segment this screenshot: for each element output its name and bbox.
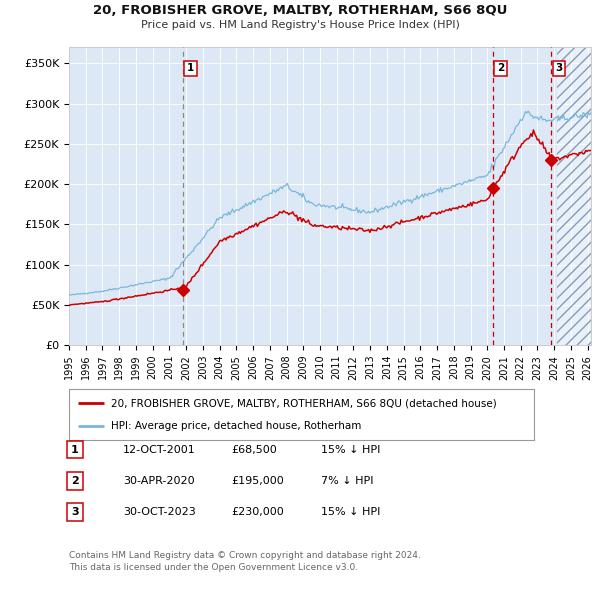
Text: 3: 3 (71, 507, 79, 517)
Text: 2: 2 (497, 63, 504, 73)
Text: Price paid vs. HM Land Registry's House Price Index (HPI): Price paid vs. HM Land Registry's House … (140, 20, 460, 30)
Text: This data is licensed under the Open Government Licence v3.0.: This data is licensed under the Open Gov… (69, 563, 358, 572)
Bar (557, 47, 591, 345)
Text: 20, FROBISHER GROVE, MALTBY, ROTHERHAM, S66 8QU (detached house): 20, FROBISHER GROVE, MALTBY, ROTHERHAM, … (111, 398, 497, 408)
Text: £230,000: £230,000 (231, 507, 284, 517)
Text: £195,000: £195,000 (231, 476, 284, 486)
Bar (557, 47, 591, 345)
Text: 30-OCT-2023: 30-OCT-2023 (123, 507, 196, 517)
Text: 3: 3 (556, 63, 563, 73)
Text: £68,500: £68,500 (231, 445, 277, 454)
Text: 20, FROBISHER GROVE, MALTBY, ROTHERHAM, S66 8QU: 20, FROBISHER GROVE, MALTBY, ROTHERHAM, … (93, 4, 507, 17)
Text: Contains HM Land Registry data © Crown copyright and database right 2024.: Contains HM Land Registry data © Crown c… (69, 552, 421, 560)
Text: 15% ↓ HPI: 15% ↓ HPI (321, 445, 380, 454)
Text: 7% ↓ HPI: 7% ↓ HPI (321, 476, 373, 486)
Text: 30-APR-2020: 30-APR-2020 (123, 476, 194, 486)
Text: 1: 1 (187, 63, 194, 73)
Text: 15% ↓ HPI: 15% ↓ HPI (321, 507, 380, 517)
Text: HPI: Average price, detached house, Rotherham: HPI: Average price, detached house, Roth… (111, 421, 361, 431)
Text: 12-OCT-2001: 12-OCT-2001 (123, 445, 196, 454)
Text: 2: 2 (71, 476, 79, 486)
Text: 1: 1 (71, 445, 79, 454)
